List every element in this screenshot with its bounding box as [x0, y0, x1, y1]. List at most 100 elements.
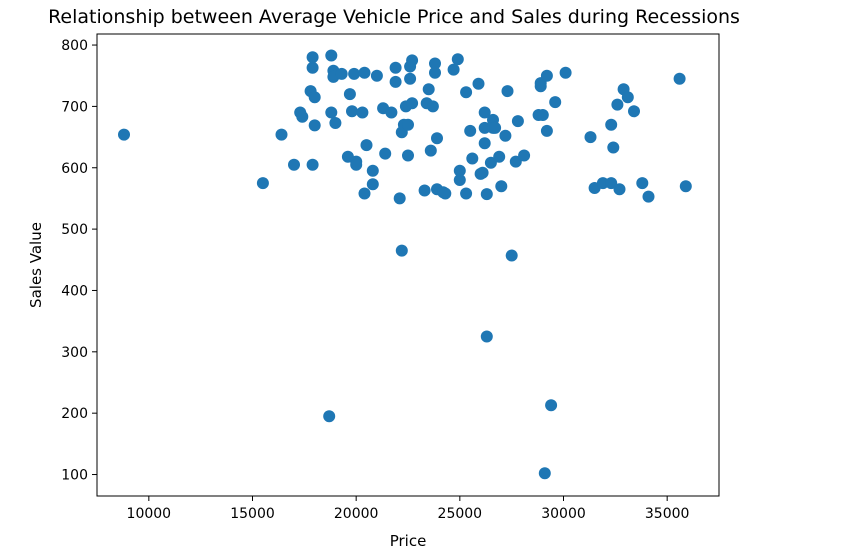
data-point — [406, 97, 419, 110]
data-point — [360, 139, 373, 152]
data-point — [540, 69, 553, 82]
data-point — [426, 100, 439, 113]
data-point — [308, 119, 321, 132]
data-point — [288, 158, 300, 171]
data-point — [118, 128, 130, 141]
data-point — [389, 61, 402, 74]
data-point — [621, 91, 634, 104]
y-tick-label: 800 — [61, 38, 88, 54]
x-tick-label: 25000 — [438, 506, 483, 522]
data-point — [343, 88, 356, 101]
data-point — [325, 49, 338, 62]
data-point — [466, 152, 479, 165]
data-point — [493, 150, 506, 163]
data-point — [476, 166, 489, 179]
data-point — [611, 98, 624, 111]
data-point — [366, 164, 379, 177]
data-point — [385, 106, 398, 119]
data-point — [429, 66, 441, 79]
data-point — [323, 410, 336, 423]
data-point — [480, 188, 493, 201]
data-point — [478, 106, 491, 119]
data-point — [549, 96, 562, 109]
data-point — [628, 105, 640, 118]
data-point — [605, 118, 618, 131]
data-point — [673, 72, 686, 85]
data-point — [509, 155, 522, 168]
data-point — [358, 187, 371, 200]
data-point — [325, 106, 338, 119]
data-point — [464, 124, 477, 137]
x-tick-label: 35000 — [645, 506, 690, 522]
data-point — [453, 174, 466, 186]
data-points — [118, 49, 692, 480]
data-point — [439, 187, 452, 200]
x-tick-label: 30000 — [541, 506, 586, 522]
data-point — [642, 190, 655, 203]
data-point — [358, 66, 371, 79]
data-point — [460, 187, 473, 200]
chart-title: Relationship between Average Vehicle Pri… — [48, 6, 740, 28]
y-tick-label: 700 — [61, 99, 88, 115]
data-point — [447, 63, 460, 76]
y-tick-label: 600 — [61, 161, 88, 177]
data-point — [484, 156, 497, 169]
x-tick-label: 10000 — [127, 506, 172, 522]
data-point — [389, 75, 402, 88]
data-point — [607, 141, 620, 154]
data-point — [453, 164, 466, 177]
data-point — [424, 144, 437, 157]
data-point — [329, 117, 342, 129]
data-point — [348, 67, 361, 80]
data-point — [418, 184, 431, 197]
data-point — [306, 158, 319, 171]
data-point — [605, 177, 618, 190]
data-point — [584, 131, 597, 144]
y-axis-label: Sales Value — [27, 222, 45, 308]
y-tick-label: 500 — [61, 222, 88, 238]
data-point — [306, 51, 319, 64]
data-point — [356, 106, 369, 119]
x-axis-label: Price — [390, 532, 427, 550]
data-point — [495, 180, 508, 193]
data-point — [480, 330, 493, 343]
data-point — [511, 115, 524, 128]
data-point — [559, 66, 572, 79]
data-point — [538, 467, 551, 480]
y-tick-label: 200 — [61, 406, 88, 422]
data-point — [402, 149, 414, 162]
data-point — [296, 110, 309, 123]
data-point — [613, 183, 626, 196]
y-tick-label: 400 — [61, 283, 88, 299]
data-point — [395, 244, 408, 257]
data-point — [478, 121, 491, 134]
data-point — [501, 85, 514, 98]
data-point — [308, 91, 321, 104]
x-tick-label: 20000 — [334, 506, 379, 522]
data-point — [379, 147, 392, 160]
data-point — [431, 132, 443, 145]
data-point — [489, 121, 502, 134]
data-point — [335, 67, 348, 80]
data-point — [472, 77, 485, 90]
data-point — [393, 192, 406, 205]
data-point — [370, 69, 383, 82]
data-point — [596, 177, 609, 190]
data-point — [402, 118, 414, 131]
data-point — [636, 177, 649, 190]
data-point — [346, 105, 358, 118]
y-tick-label: 100 — [61, 468, 88, 484]
data-point — [406, 54, 419, 67]
data-point — [275, 128, 288, 141]
data-point — [518, 149, 531, 162]
x-tick-label: 15000 — [230, 506, 275, 522]
data-point — [545, 399, 558, 412]
data-point — [350, 158, 363, 171]
data-point — [256, 177, 269, 190]
y-axis-ticks: 100 200 300 400 500 600 700 800 — [61, 38, 97, 484]
data-point — [499, 129, 512, 142]
data-point — [429, 57, 441, 70]
data-point — [679, 180, 692, 193]
data-point — [540, 124, 553, 137]
data-point — [366, 178, 379, 191]
